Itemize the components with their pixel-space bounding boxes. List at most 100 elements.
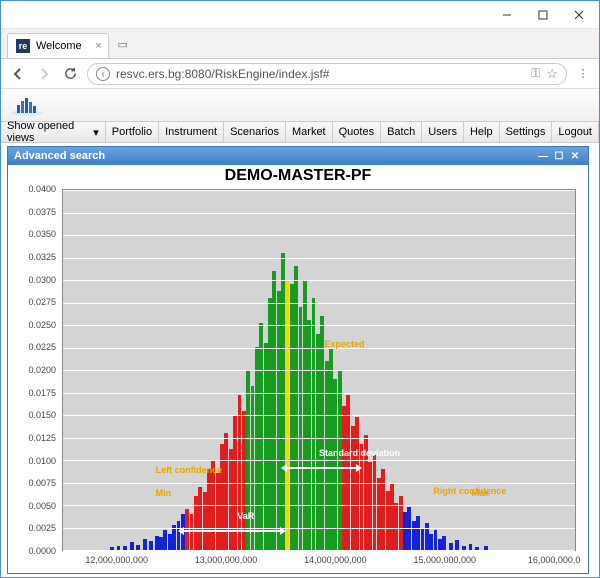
menu-quotes[interactable]: Quotes <box>333 122 381 142</box>
os-titlebar <box>1 1 599 29</box>
histogram-bar <box>272 271 276 550</box>
app-menubar: Show opened views ▾ PortfolioInstrumentS… <box>1 121 599 143</box>
histogram-bar <box>320 316 324 550</box>
menu-help[interactable]: Help <box>464 122 500 142</box>
histogram-bar <box>168 534 172 550</box>
tab-title: Welcome <box>36 40 82 52</box>
histogram-bar <box>329 348 333 550</box>
histogram-bar <box>333 379 337 550</box>
panel-header: Advanced search — ☐ ✕ <box>8 147 588 165</box>
histogram-bar <box>163 530 167 550</box>
histogram-bar <box>381 469 385 550</box>
save-password-icon[interactable]: ⚿ <box>531 66 540 81</box>
content-area: Advanced search — ☐ ✕ DEMO-MASTER-PF 0.0… <box>1 143 599 577</box>
histogram-bar <box>229 449 233 550</box>
histogram-bar <box>434 530 438 550</box>
histogram-bar <box>390 483 394 550</box>
histogram-bar <box>264 343 268 550</box>
menu-scenarios[interactable]: Scenarios <box>224 122 286 142</box>
histogram-bar <box>207 469 211 550</box>
histogram-bar <box>198 487 202 550</box>
menu-logout[interactable]: Logout <box>552 122 599 142</box>
histogram-bar <box>155 536 159 550</box>
tab-favicon: re <box>16 39 30 53</box>
url-text: resvc.ers.bg:8080/RiskEngine/index.jsf# <box>116 67 525 81</box>
histogram-bar <box>143 539 147 550</box>
histogram-bar <box>377 478 381 550</box>
histogram-bar <box>290 284 294 550</box>
chart-yaxis: 0.00000.00250.00500.00750.01000.01250.01… <box>12 189 60 551</box>
histogram-bar <box>172 525 176 550</box>
histogram-bar <box>312 298 316 550</box>
histogram-bar <box>364 435 368 550</box>
menu-settings[interactable]: Settings <box>500 122 553 142</box>
histogram-bar <box>438 539 442 550</box>
app-window: re Welcome × ▭ i resvc.ers.bg:8080/RiskE… <box>0 0 600 578</box>
histogram-bar <box>442 536 446 550</box>
chart-xaxis: 12,000,000,00013,000,000,00014,000,000,0… <box>62 553 576 571</box>
histogram-bar <box>403 512 407 550</box>
browser-addressbar: i resvc.ers.bg:8080/RiskEngine/index.jsf… <box>1 59 599 89</box>
url-field[interactable]: i resvc.ers.bg:8080/RiskEngine/index.jsf… <box>87 63 567 85</box>
histogram-bar <box>325 361 329 550</box>
panel-close-button[interactable]: ✕ <box>568 150 582 162</box>
histogram-bar <box>294 266 298 550</box>
browser-menu-icon[interactable]: ⋮ <box>575 66 591 82</box>
panel-advanced-search: Advanced search — ☐ ✕ DEMO-MASTER-PF 0.0… <box>7 146 589 574</box>
menu-batch[interactable]: Batch <box>381 122 422 142</box>
histogram-bar <box>216 473 220 550</box>
browser-tabbar: re Welcome × ▭ <box>1 29 599 59</box>
menu-market[interactable]: Market <box>286 122 333 142</box>
histogram-bar <box>251 386 255 550</box>
show-opened-views-label: Show opened views <box>7 120 90 144</box>
window-maximize-button[interactable] <box>525 3 561 27</box>
menu-instrument[interactable]: Instrument <box>159 122 224 142</box>
histogram-bar <box>130 542 134 550</box>
browser-tab[interactable]: re Welcome × <box>7 33 109 58</box>
histogram-bar <box>159 537 163 550</box>
histogram-bar <box>177 521 181 550</box>
histogram-bar <box>224 433 228 550</box>
panel-minimize-button[interactable]: — <box>536 150 550 162</box>
bookmark-icon[interactable]: ☆ <box>546 66 558 82</box>
histogram-bar <box>416 516 420 550</box>
nav-reload-button[interactable] <box>61 65 79 83</box>
histogram-bar <box>455 540 459 550</box>
histogram-bar <box>255 347 259 550</box>
histogram-bar <box>316 334 320 550</box>
app-header <box>1 89 599 121</box>
histogram-bar <box>299 307 303 550</box>
histogram-bar <box>203 492 207 550</box>
chart-title: DEMO-MASTER-PF <box>10 167 586 189</box>
histogram-bar <box>421 528 425 550</box>
histogram-bar <box>429 534 433 550</box>
panel-maximize-button[interactable]: ☐ <box>552 150 566 162</box>
nav-forward-button[interactable] <box>35 65 53 83</box>
tab-close-icon[interactable]: × <box>95 40 101 52</box>
menu-users[interactable]: Users <box>422 122 464 142</box>
panel-title: Advanced search <box>14 150 105 162</box>
histogram-bar <box>386 491 390 550</box>
chart-arrow <box>183 530 281 532</box>
histogram-bar <box>307 320 311 550</box>
site-info-icon[interactable]: i <box>96 67 110 81</box>
nav-back-button[interactable] <box>9 65 27 83</box>
chart-plot-area: MinLeft confidenceVaRStandard deviationE… <box>62 189 576 551</box>
window-minimize-button[interactable] <box>489 3 525 27</box>
histogram-bar <box>449 543 453 550</box>
chart: 0.00000.00250.00500.00750.01000.01250.01… <box>12 189 578 571</box>
new-tab-button[interactable]: ▭ <box>113 34 133 54</box>
show-opened-views-button[interactable]: Show opened views ▾ <box>1 122 106 142</box>
histogram-bar <box>373 455 377 550</box>
menu-portfolio[interactable]: Portfolio <box>106 122 159 142</box>
histogram-bar <box>149 541 153 550</box>
app-logo <box>9 92 45 118</box>
histogram-bar <box>351 426 355 550</box>
chevron-down-icon: ▾ <box>93 126 99 139</box>
histogram-bar <box>190 514 194 550</box>
histogram-bar <box>277 291 281 550</box>
histogram-bar <box>412 521 416 550</box>
window-close-button[interactable] <box>561 3 597 27</box>
chart-arrow <box>286 467 357 469</box>
histogram-bar <box>268 298 272 550</box>
